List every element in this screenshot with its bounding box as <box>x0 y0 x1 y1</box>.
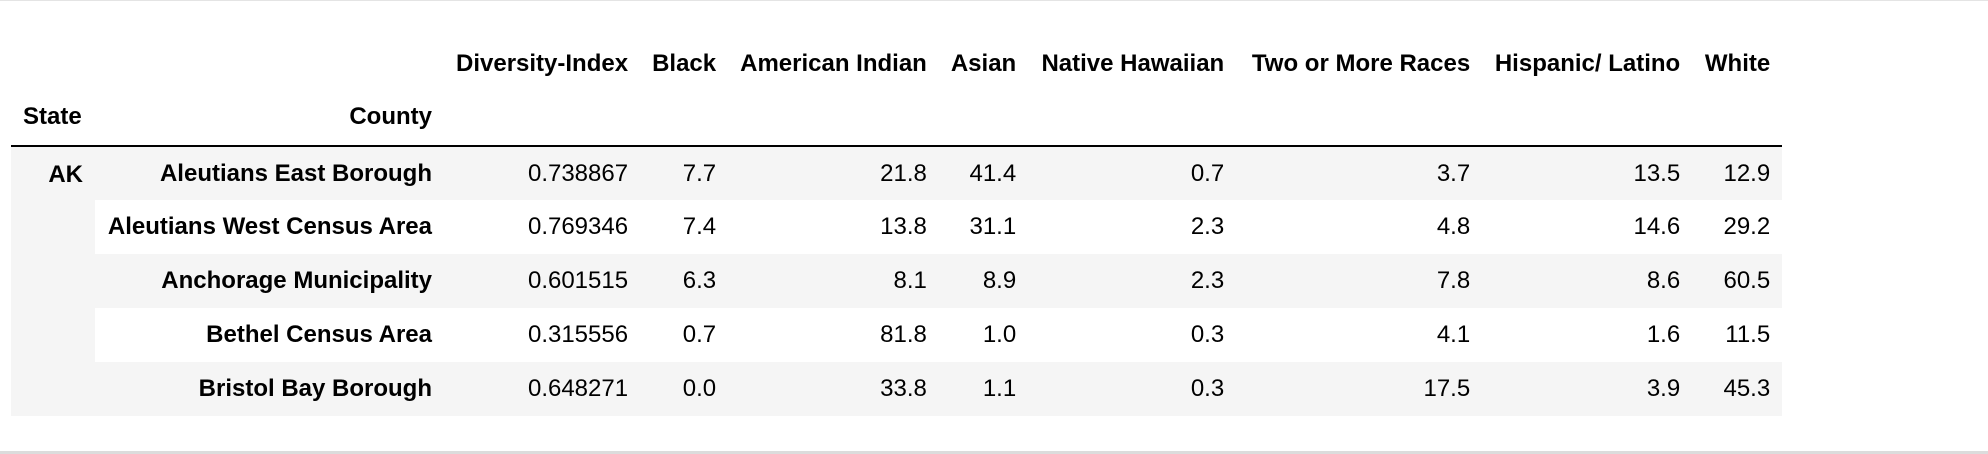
table-cell: 7.7 <box>640 146 729 200</box>
table-row: Aleutians West Census Area 0.769346 7.4 … <box>11 200 1783 254</box>
table-cell: 7.4 <box>640 200 729 254</box>
column-header: Black <box>652 50 717 77</box>
table-cell: 0.3 <box>1028 308 1237 362</box>
county-index-cell: Aleutians West Census Area <box>95 200 444 254</box>
column-header: Asian <box>950 50 1017 77</box>
blank-header-cell <box>11 40 95 88</box>
table-cell: 0.3 <box>1028 362 1237 416</box>
table-row: Anchorage Municipality 0.601515 6.3 8.1 … <box>11 254 1783 308</box>
table-cell: 60.5 <box>1692 254 1783 308</box>
table-cell: 13.5 <box>1482 146 1693 200</box>
column-header: White <box>1704 50 1771 77</box>
county-index-cell: Aleutians East Borough <box>95 146 444 200</box>
column-header: Hispanic/ Latino <box>1494 50 1681 77</box>
table-cell: 8.9 <box>938 254 1029 308</box>
county-index-cell: Bristol Bay Borough <box>95 362 444 416</box>
table-cell: 1.1 <box>938 362 1029 416</box>
table-cell: 0.0 <box>640 362 729 416</box>
table-cell: 11.5 <box>1692 308 1783 362</box>
top-divider <box>0 0 1988 1</box>
table-cell: 41.4 <box>938 146 1029 200</box>
table-cell: 14.6 <box>1482 200 1693 254</box>
column-header-row: Diversity-Index Black American Indian As… <box>11 40 1782 88</box>
county-index-cell: Anchorage Municipality <box>95 254 444 308</box>
table-row: AK Aleutians East Borough 0.738867 7.7 2… <box>11 146 1783 416</box>
column-header: Two or More Races <box>1251 50 1471 77</box>
table-cell: 12.9 <box>1692 146 1783 200</box>
dataframe-container: Diversity-Index Black American Indian As… <box>11 40 1783 416</box>
table-cell: 81.8 <box>728 308 939 362</box>
column-header: Native Hawaiian <box>1041 50 1225 77</box>
table-cell: 8.6 <box>1482 254 1693 308</box>
column-header: Diversity-Index <box>456 50 629 77</box>
table-cell: 4.8 <box>1236 200 1483 254</box>
table-cell: 17.5 <box>1236 362 1483 416</box>
blank-header-cell <box>95 40 444 88</box>
bottom-divider <box>0 451 1988 454</box>
table-cell: 0.7 <box>640 308 729 362</box>
index-name-county: County <box>349 102 432 130</box>
table-row: Bristol Bay Borough 0.648271 0.0 33.8 1.… <box>11 362 1783 416</box>
table-cell: 0.738867 <box>444 146 641 200</box>
table-cell: 4.1 <box>1236 308 1483 362</box>
table-cell: 1.6 <box>1482 308 1693 362</box>
table-cell: 0.7 <box>1028 146 1237 200</box>
dataframe-table: Diversity-Index Black American Indian As… <box>11 40 1783 416</box>
index-name-row: State County <box>11 88 1783 146</box>
table-cell: 8.1 <box>728 254 939 308</box>
table-cell: 0.315556 <box>444 308 641 362</box>
county-index-cell: Bethel Census Area <box>95 308 444 362</box>
table-cell: 33.8 <box>728 362 939 416</box>
index-name-state: State <box>23 102 82 130</box>
table-row: Bethel Census Area 0.315556 0.7 81.8 1.0… <box>11 308 1783 362</box>
table-cell: 0.769346 <box>444 200 641 254</box>
table-cell: 2.3 <box>1028 200 1237 254</box>
table-cell: 29.2 <box>1692 200 1783 254</box>
column-header: American Indian <box>740 50 927 77</box>
table-cell: 1.0 <box>938 308 1029 362</box>
table-cell: 0.601515 <box>444 254 641 308</box>
table-cell: 13.8 <box>728 200 939 254</box>
table-cell: 31.1 <box>938 200 1029 254</box>
table-cell: 3.9 <box>1482 362 1693 416</box>
table-cell: 0.648271 <box>444 362 641 416</box>
table-cell: 3.7 <box>1236 146 1483 200</box>
table-cell: 45.3 <box>1692 362 1783 416</box>
table-cell: 7.8 <box>1236 254 1483 308</box>
table-cell: 2.3 <box>1028 254 1237 308</box>
state-index-cell: AK <box>11 146 95 416</box>
table-cell: 6.3 <box>640 254 729 308</box>
table-cell: 21.8 <box>728 146 939 200</box>
